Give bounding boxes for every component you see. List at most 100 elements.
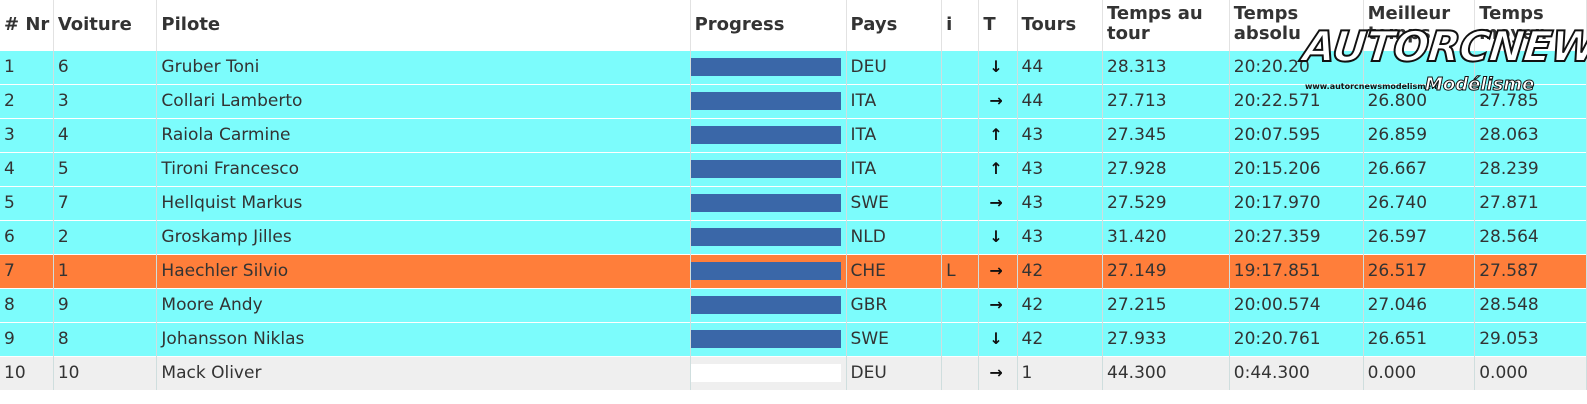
- header-driver[interactable]: Pilote: [156, 0, 691, 50]
- cell-avg-time: 27.587: [1474, 253, 1587, 288]
- cell-lap-time: 27.529: [1102, 185, 1230, 220]
- table-row[interactable]: 2 3 Collari Lamberto ITA → 44 27.713 20:22.571 2…: [0, 83, 1587, 118]
- progress-bar: [690, 364, 841, 383]
- cell-info: [941, 83, 980, 118]
- cell-position: 4: [0, 151, 54, 186]
- cell-best-time: 26.597: [1363, 219, 1476, 254]
- cell-progress: [690, 151, 847, 186]
- table-row[interactable]: 9 8 Johansson Niklas SWE ↓ 42 27.933 20:20.761 2…: [0, 321, 1587, 356]
- cell-abs-time: 20:07.595: [1229, 117, 1364, 152]
- header-abs-time[interactable]: Temps absolu: [1229, 0, 1364, 50]
- cell-position: 2: [0, 83, 54, 118]
- cell-trend: ↑: [978, 151, 1018, 186]
- cell-abs-time: 0:44.300: [1229, 355, 1364, 390]
- header-lap-time[interactable]: Temps au tour: [1102, 0, 1230, 50]
- arrow-up-icon: ↑: [989, 159, 1003, 178]
- cell-lap-time: 27.928: [1102, 151, 1230, 186]
- cell-avg-time: 29.053: [1474, 321, 1587, 356]
- cell-position: 9: [0, 321, 54, 356]
- cell-info: [941, 151, 980, 186]
- cell-laps: 1: [1017, 355, 1104, 390]
- cell-lap-time: 27.215: [1102, 287, 1230, 322]
- progress-bar: [690, 194, 841, 212]
- cell-info: [941, 287, 980, 322]
- table-row[interactable]: 8 9 Moore Andy GBR → 42 27.215 20:00.574 27.046 2…: [0, 287, 1587, 322]
- arrow-down-icon: ↓: [989, 329, 1003, 348]
- cell-progress: [690, 321, 847, 356]
- cell-country: SWE: [846, 321, 943, 356]
- cell-car-number: 2: [53, 219, 158, 254]
- cell-trend: →: [978, 287, 1018, 322]
- cell-laps: 43: [1017, 219, 1104, 254]
- table-row[interactable]: 1 6 Gruber Toni DEU ↓ 44 28.313 20:20.20: [0, 49, 1587, 84]
- cell-laps: 43: [1017, 151, 1104, 186]
- cell-info: [941, 117, 980, 152]
- arrow-down-icon: ↓: [989, 227, 1003, 246]
- cell-progress: [690, 355, 847, 390]
- cell-abs-time: 20:17.970: [1229, 185, 1364, 220]
- cell-driver: Collari Lamberto: [156, 83, 691, 118]
- cell-car-number: 3: [53, 83, 158, 118]
- cell-country: ITA: [846, 117, 943, 152]
- header-country[interactable]: Pays: [846, 0, 943, 50]
- progress-bar: [690, 228, 841, 246]
- table-row[interactable]: 7 1 Haechler Silvio CHE L → 42 27.149 19:17.851 2…: [0, 253, 1587, 288]
- cell-laps: 42: [1017, 321, 1104, 356]
- cell-lap-time: 27.345: [1102, 117, 1230, 152]
- cell-driver: Johansson Niklas: [156, 321, 691, 356]
- cell-trend: ↓: [978, 321, 1018, 356]
- cell-avg-time: 28.063: [1474, 117, 1587, 152]
- cell-car-number: 5: [53, 151, 158, 186]
- cell-info: [941, 219, 980, 254]
- table-row[interactable]: 4 5 Tironi Francesco ITA ↑ 43 27.928 20:15.206 2…: [0, 151, 1587, 186]
- header-progress[interactable]: Progress: [690, 0, 847, 50]
- cell-driver: Tironi Francesco: [156, 151, 691, 186]
- cell-country: DEU: [846, 355, 943, 390]
- cell-position: 7: [0, 253, 54, 288]
- cell-car-number: 10: [53, 355, 158, 390]
- header-laps[interactable]: Tours: [1017, 0, 1104, 50]
- cell-best-time: 26.667: [1363, 151, 1476, 186]
- table-row[interactable]: 10 10 Mack Oliver DEU → 1 44.300 0:44.300 0.000 0…: [0, 355, 1587, 390]
- cell-trend: →: [978, 253, 1018, 288]
- cell-best-time: 26.651: [1363, 321, 1476, 356]
- cell-car-number: 1: [53, 253, 158, 288]
- cell-lap-time: 44.300: [1102, 355, 1230, 390]
- cell-best-time: 26.859: [1363, 117, 1476, 152]
- cell-progress: [690, 83, 847, 118]
- header-pos[interactable]: # Nr: [0, 0, 54, 50]
- cell-best-time: 0.000: [1363, 355, 1476, 390]
- table-row[interactable]: 5 7 Hellquist Markus SWE → 43 27.529 20:17.970 2…: [0, 185, 1587, 220]
- cell-avg-time: 28.564: [1474, 219, 1587, 254]
- cell-progress: [690, 49, 847, 84]
- header-best-time[interactable]: Meilleur temps: [1363, 0, 1476, 50]
- cell-laps: 43: [1017, 185, 1104, 220]
- cell-trend: →: [978, 83, 1018, 118]
- cell-progress: [690, 253, 847, 288]
- table-row[interactable]: 6 2 Groskamp Jilles NLD ↓ 43 31.420 20:27.359 26…: [0, 219, 1587, 254]
- cell-country: GBR: [846, 287, 943, 322]
- cell-best-time: 26.740: [1363, 185, 1476, 220]
- header-car[interactable]: Voiture: [53, 0, 158, 50]
- cell-progress: [690, 287, 847, 322]
- progress-bar: [690, 58, 841, 76]
- cell-car-number: 4: [53, 117, 158, 152]
- table-row[interactable]: 3 4 Raiola Carmine ITA ↑ 43 27.345 20:07.595 26.…: [0, 117, 1587, 152]
- cell-trend: ↓: [978, 49, 1018, 84]
- header-info[interactable]: i: [941, 0, 980, 50]
- cell-abs-time: 19:17.851: [1229, 253, 1364, 288]
- cell-trend: ↑: [978, 117, 1018, 152]
- progress-bar: [690, 126, 841, 144]
- cell-avg-time: [1474, 49, 1587, 84]
- cell-country: SWE: [846, 185, 943, 220]
- cell-car-number: 6: [53, 49, 158, 84]
- cell-lap-time: 31.420: [1102, 219, 1230, 254]
- cell-abs-time: 20:20.20: [1229, 49, 1364, 84]
- header-avg-time[interactable]: Temps moyen: [1474, 0, 1587, 50]
- arrow-up-icon: ↑: [989, 125, 1003, 144]
- cell-best-time: [1363, 49, 1476, 84]
- cell-abs-time: 20:27.359: [1229, 219, 1364, 254]
- cell-progress: [690, 117, 847, 152]
- header-trend[interactable]: T: [978, 0, 1018, 50]
- arrow-down-icon: ↓: [989, 57, 1003, 76]
